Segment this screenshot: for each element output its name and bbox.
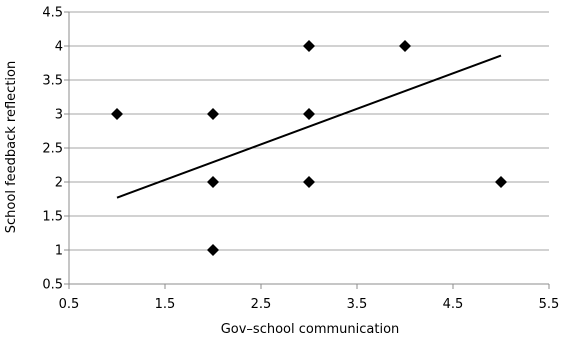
x-tick-label: 3.5 [347,297,368,312]
y-tick-label: 2.5 [42,142,63,157]
x-tick-label: 1.5 [155,297,176,312]
y-tick-label: 4.5 [42,6,63,21]
y-tick-label: 4 [55,40,63,55]
data-point-diamond [207,108,219,120]
data-point-diamond [303,176,315,188]
x-tick-label: 0.5 [59,297,80,312]
x-tick-label: 4.5 [443,297,464,312]
y-tick-label: 1.5 [42,210,63,225]
trendline [116,54,502,199]
y-tick-label: 1 [55,244,63,259]
x-tick-labels: 0.5 1.5 2.5 3.5 4.5 5.5 [59,297,560,312]
x-tick-label: 2.5 [251,297,272,312]
data-point-diamond [495,176,507,188]
trendline-group [116,54,502,199]
y-tick-label: 0.5 [42,278,63,293]
data-point-diamond [303,108,315,120]
y-axis-title: School feedback reflection [4,61,19,233]
y-tick-label: 2 [55,176,63,191]
data-point-diamond [399,40,411,52]
data-point-diamond [303,40,315,52]
y-tick-labels: 0.5 1 1.5 2 2.5 3 3.5 4 4.5 [42,6,63,293]
data-point-diamond [207,176,219,188]
y-tick-label: 3 [55,108,63,123]
x-axis-title: Gov–school communication [221,322,400,337]
x-tick-label: 5.5 [539,297,560,312]
axes [64,11,550,289]
data-points [111,40,507,256]
data-point-diamond [207,244,219,256]
data-point-diamond [111,108,123,120]
y-tick-label: 3.5 [42,74,63,89]
